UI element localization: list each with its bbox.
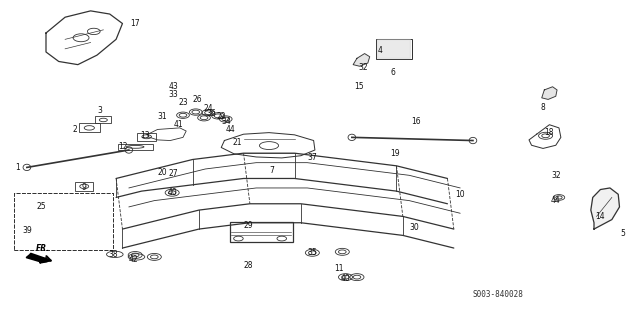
Text: 32: 32 xyxy=(358,63,368,72)
Text: 19: 19 xyxy=(390,149,400,158)
Text: 6: 6 xyxy=(391,68,396,77)
Text: 27: 27 xyxy=(168,169,179,178)
Text: 7: 7 xyxy=(270,166,275,175)
Text: 28: 28 xyxy=(244,261,253,270)
Text: 29: 29 xyxy=(244,221,253,230)
Text: 18: 18 xyxy=(545,128,554,137)
Text: 22: 22 xyxy=(216,112,226,121)
Text: 26: 26 xyxy=(193,95,202,104)
Polygon shape xyxy=(541,87,557,100)
Text: 1: 1 xyxy=(15,163,20,172)
Text: 40: 40 xyxy=(340,274,350,283)
Polygon shape xyxy=(378,39,410,58)
Bar xyxy=(95,116,111,123)
Text: S003-840028: S003-840028 xyxy=(473,290,524,299)
Text: 11: 11 xyxy=(334,264,344,273)
Text: 16: 16 xyxy=(411,117,420,126)
Bar xyxy=(118,144,153,150)
Text: 24: 24 xyxy=(204,104,213,113)
Text: 35: 35 xyxy=(307,248,317,257)
Text: 39: 39 xyxy=(22,226,32,235)
Text: 9: 9 xyxy=(82,183,86,192)
Text: 4: 4 xyxy=(378,46,383,55)
Text: 38: 38 xyxy=(108,250,118,259)
Text: 2: 2 xyxy=(72,125,77,134)
Text: 44: 44 xyxy=(226,125,236,134)
Bar xyxy=(76,182,93,191)
Text: 32: 32 xyxy=(551,171,561,180)
Text: 14: 14 xyxy=(596,212,605,221)
Text: 3: 3 xyxy=(98,106,102,115)
Text: FR.: FR. xyxy=(36,244,50,253)
Bar xyxy=(79,123,100,132)
Text: 17: 17 xyxy=(131,19,140,28)
Text: 40: 40 xyxy=(167,188,177,197)
Polygon shape xyxy=(353,54,370,66)
Text: 5: 5 xyxy=(620,229,625,238)
Text: 30: 30 xyxy=(410,223,419,232)
Text: 12: 12 xyxy=(118,142,127,151)
Text: 8: 8 xyxy=(541,103,545,112)
Text: 13: 13 xyxy=(140,131,150,140)
Bar xyxy=(137,133,156,141)
Text: 15: 15 xyxy=(355,82,364,91)
Text: 42: 42 xyxy=(129,255,139,263)
Text: 21: 21 xyxy=(232,137,242,147)
FancyArrow shape xyxy=(26,254,47,263)
Text: 33: 33 xyxy=(168,90,179,99)
Text: 23: 23 xyxy=(178,98,188,107)
Text: 20: 20 xyxy=(157,168,167,177)
Text: 43: 43 xyxy=(168,82,179,91)
Text: 44: 44 xyxy=(551,196,561,205)
Text: 37: 37 xyxy=(307,153,317,162)
Text: 25: 25 xyxy=(36,203,45,211)
Text: 31: 31 xyxy=(157,112,167,121)
Text: 10: 10 xyxy=(456,190,465,199)
Text: 41: 41 xyxy=(173,120,183,129)
Text: 36: 36 xyxy=(207,109,216,118)
Polygon shape xyxy=(591,188,620,229)
Text: 34: 34 xyxy=(221,117,231,126)
